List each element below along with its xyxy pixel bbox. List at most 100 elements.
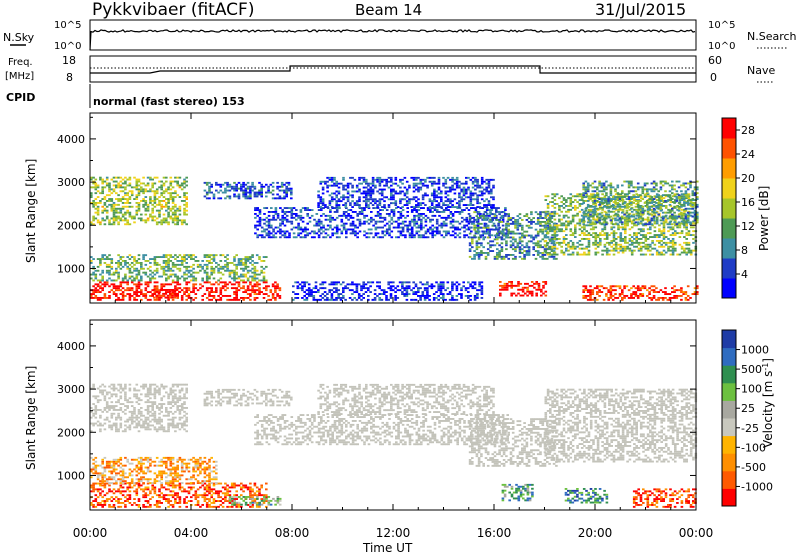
scatter-cell: [212, 254, 216, 257]
scatter-cell: [662, 220, 666, 223]
scatter-cell: [527, 254, 531, 256]
scatter-cell: [646, 232, 650, 235]
scatter-cell: [405, 180, 409, 183]
scatter-cell: [271, 193, 275, 196]
scatter-cell: [530, 211, 533, 214]
scatter-cell: [473, 257, 476, 260]
scatter-cell: [583, 226, 586, 229]
scatter-cell: [398, 289, 402, 292]
scatter-cell: [337, 204, 341, 206]
scatter-cell: [226, 185, 229, 188]
scatter-cell: [381, 209, 384, 211]
scatter-cell: [157, 292, 161, 295]
scatter-cell: [169, 269, 173, 272]
scatter-cell: [445, 218, 448, 221]
scatter-cell: [210, 273, 213, 276]
scatter-cell: [212, 269, 216, 272]
scatter-cell: [487, 180, 491, 183]
scatter-cell: [146, 281, 150, 284]
scatter-cell: [467, 222, 471, 225]
scatter-cell: [689, 199, 693, 201]
scatter-cell: [158, 180, 161, 183]
scatter-cell: [558, 230, 561, 233]
scatter-cell: [505, 244, 508, 247]
scatter-cell: [614, 249, 618, 252]
scatter-cell: [565, 247, 568, 250]
scatter-cell: [560, 222, 563, 225]
scatter-cell: [397, 236, 400, 239]
scatter-cell: [221, 295, 225, 297]
scatter-cell: [321, 202, 325, 205]
scatter-cell: [112, 271, 116, 274]
scatter-cell: [351, 281, 354, 284]
scatter-cell: [417, 206, 420, 208]
scatter-cell: [155, 287, 159, 290]
scatter-cell: [349, 224, 353, 227]
scatter-cell: [624, 228, 627, 231]
scatter-cell: [569, 228, 573, 231]
scatter-cell: [534, 228, 538, 231]
scatter-cell: [297, 214, 300, 217]
scatter-cell: [219, 260, 223, 262]
scatter-cell: [99, 297, 102, 299]
scatter-cell: [490, 204, 493, 206]
scatter-cell: [553, 199, 557, 201]
scatter-cell: [105, 215, 109, 218]
scatter-cell: [260, 218, 264, 221]
scatter-cell: [174, 263, 177, 266]
scatter-cell: [417, 188, 420, 191]
scatter-cell: [482, 236, 485, 239]
scatter-cell: [201, 260, 204, 262]
scatter-cell: [540, 290, 543, 293]
scatter-cell: [553, 247, 557, 250]
scatter-cell: [483, 204, 486, 206]
scatter-cell: [565, 205, 568, 207]
scatter-cell: [585, 230, 588, 233]
scatter-cell: [467, 204, 470, 206]
scatter-cell: [417, 176, 420, 179]
scatter-cell: [335, 207, 339, 209]
scatter-cell: [603, 249, 607, 252]
scatter-cell: [110, 192, 114, 195]
scatter-cell: [153, 260, 157, 262]
scatter-cell: [215, 291, 218, 293]
scatter-cell: [314, 287, 318, 290]
scatter-cell: [444, 192, 448, 195]
scatter-cell: [176, 277, 179, 280]
scatter-cell: [539, 252, 542, 254]
scatter-cell: [305, 281, 309, 284]
scatter-cell: [410, 198, 413, 201]
scatter-cell: [374, 222, 378, 225]
scatter-cell: [367, 192, 370, 195]
scatter-cell: [180, 182, 184, 185]
scatter-cell: [99, 281, 102, 284]
scatter-cell: [552, 215, 556, 217]
scatter-cell: [455, 287, 459, 290]
scatter-cell: [483, 180, 486, 183]
scatter-cell: [429, 226, 432, 229]
scatter-cell: [162, 182, 166, 185]
scatter-cell: [460, 295, 463, 297]
scatter-cell: [354, 230, 357, 233]
scatter-cell: [525, 254, 529, 256]
scatter-cell: [162, 273, 166, 276]
scatter-cell: [126, 223, 129, 226]
scatter-cell: [101, 271, 104, 274]
scatter-cell: [269, 289, 273, 292]
scatter-cell: [174, 258, 177, 260]
scatter-cell: [165, 176, 168, 179]
scatter-cell: [151, 271, 154, 274]
scatter-cell: [582, 188, 585, 191]
scatter-cell: [449, 190, 452, 193]
scatter-cell: [619, 249, 623, 252]
scatter-cell: [500, 215, 504, 217]
scatter-cell: [108, 182, 111, 185]
scatter-cell: [160, 275, 163, 278]
scatter-cell: [171, 269, 175, 272]
scatter-cell: [244, 197, 248, 200]
scatter-cell: [208, 262, 211, 264]
scatter-cell: [387, 204, 391, 206]
scatter-cell: [171, 213, 175, 216]
scatter-cell: [603, 234, 607, 236]
scatter-cell: [358, 218, 362, 221]
